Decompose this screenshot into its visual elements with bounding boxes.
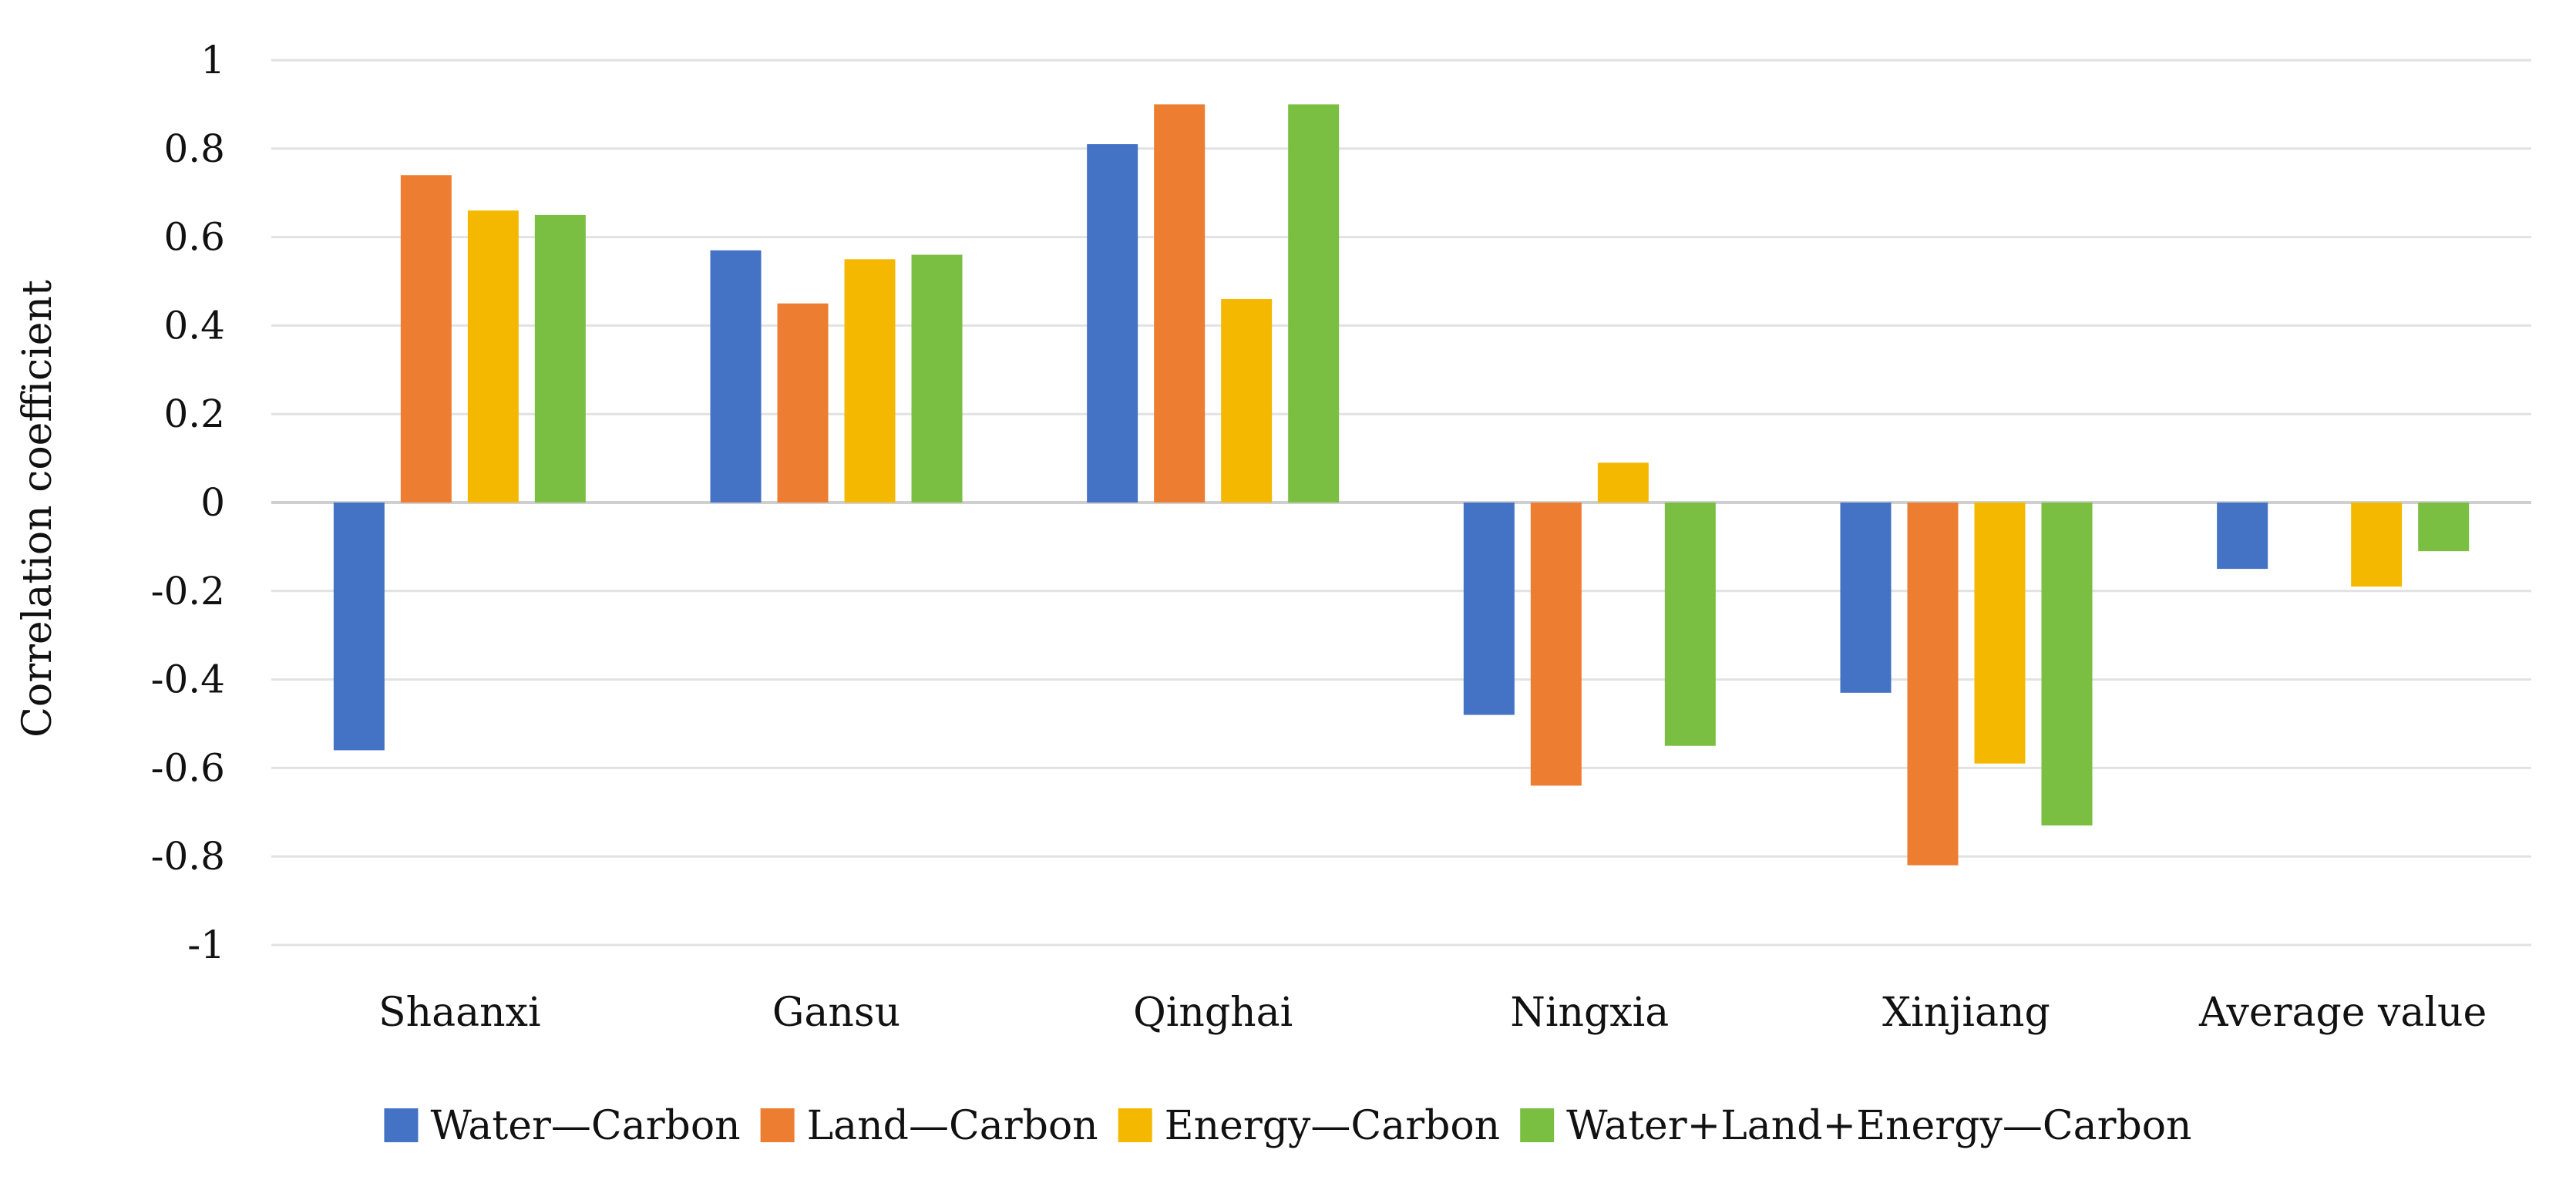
y-tick-label: -0.6 — [151, 745, 225, 790]
category-label: Average value — [2198, 990, 2487, 1036]
bar-ningxia-series-1 — [1463, 503, 1515, 715]
bar-average-value-series-4 — [2418, 503, 2470, 552]
bar-shaanxi-series-4 — [534, 214, 586, 503]
y-tick-label: 0.2 — [163, 392, 225, 436]
bar-ningxia-series-4 — [1664, 503, 1716, 746]
bar-qinghai-series-2 — [1154, 104, 1206, 503]
legend-label: Energy—Carbon — [1165, 1103, 1500, 1149]
legend-item: Water—Carbon — [384, 1103, 741, 1149]
y-axis-title: Correlation coefficient — [15, 280, 61, 738]
legend-label: Water+Land+Energy—Carbon — [1566, 1103, 2191, 1149]
legend-swatch — [384, 1108, 419, 1142]
y-tick-label: -0.2 — [151, 569, 225, 614]
bar-gansu-series-4 — [911, 254, 963, 503]
bar-gansu-series-3 — [844, 259, 896, 503]
y-tick-label: -0.8 — [151, 834, 225, 879]
y-axis-tick-labels: 1 0.8 0.6 0.4 0.2 0 -0.2 -0.4 -0.6 -0.8 -1 — [151, 38, 225, 967]
y-tick-label: 0.4 — [163, 303, 225, 348]
legend-swatch — [1520, 1108, 1555, 1142]
bars — [333, 104, 2470, 866]
category-label: Gansu — [772, 990, 900, 1036]
category-label: Ningxia — [1510, 990, 1669, 1036]
bar-ningxia-series-3 — [1597, 462, 1649, 503]
bar-gansu-series-1 — [710, 250, 762, 503]
legend-label: Land—Carbon — [807, 1103, 1098, 1149]
x-axis-category-labels: Shaanxi Gansu Qinghai Ningxia Xinjiang Averag… — [378, 990, 2487, 1036]
gridlines — [271, 59, 2531, 946]
legend: Water—Carbon Land—Carbon Energy—Carbon Wate… — [384, 1103, 2192, 1149]
bar-qinghai-series-1 — [1087, 144, 1138, 503]
category-label: Qinghai — [1133, 990, 1293, 1036]
legend-swatch — [1118, 1108, 1152, 1142]
bar-shaanxi-series-1 — [333, 503, 385, 751]
bar-average-value-series-1 — [2217, 503, 2268, 570]
bar-xinjiang-series-4 — [2041, 503, 2093, 826]
bar-xinjiang-series-3 — [1974, 503, 2026, 764]
category-label: Shaanxi — [378, 990, 541, 1036]
legend-label: Water—Carbon — [430, 1103, 740, 1149]
y-tick-label: 0.8 — [163, 126, 225, 171]
legend-item: Energy—Carbon — [1118, 1103, 1500, 1149]
y-tick-label: -1 — [187, 923, 225, 967]
bar-average-value-series-3 — [2351, 503, 2403, 587]
y-tick-label: 0 — [200, 480, 225, 525]
y-tick-label: 0.6 — [163, 215, 225, 260]
category-label: Xinjiang — [1882, 990, 2050, 1036]
bar-shaanxi-series-2 — [400, 175, 452, 503]
bar-xinjiang-series-1 — [1840, 503, 1892, 693]
bar-qinghai-series-3 — [1221, 298, 1273, 503]
y-tick-label: 1 — [200, 38, 225, 82]
legend-item: Water+Land+Energy—Carbon — [1520, 1103, 2192, 1149]
y-tick-label: -0.4 — [151, 657, 225, 702]
bar-gansu-series-2 — [777, 303, 829, 503]
bar-shaanxi-series-3 — [467, 210, 519, 503]
bar-qinghai-series-4 — [1288, 104, 1340, 503]
legend-item: Land—Carbon — [760, 1103, 1098, 1149]
bar-ningxia-series-2 — [1530, 503, 1582, 786]
legend-swatch — [760, 1108, 795, 1142]
bar-xinjiang-series-2 — [1907, 503, 1959, 866]
